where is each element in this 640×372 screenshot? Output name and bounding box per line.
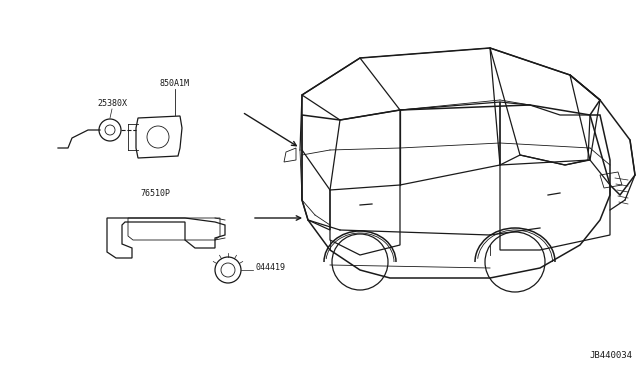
Text: 76510P: 76510P — [140, 189, 170, 198]
Text: 044419: 044419 — [255, 263, 285, 273]
Text: 25380X: 25380X — [97, 99, 127, 108]
Text: 850A1M: 850A1M — [160, 79, 190, 88]
Text: JB440034: JB440034 — [589, 351, 632, 360]
